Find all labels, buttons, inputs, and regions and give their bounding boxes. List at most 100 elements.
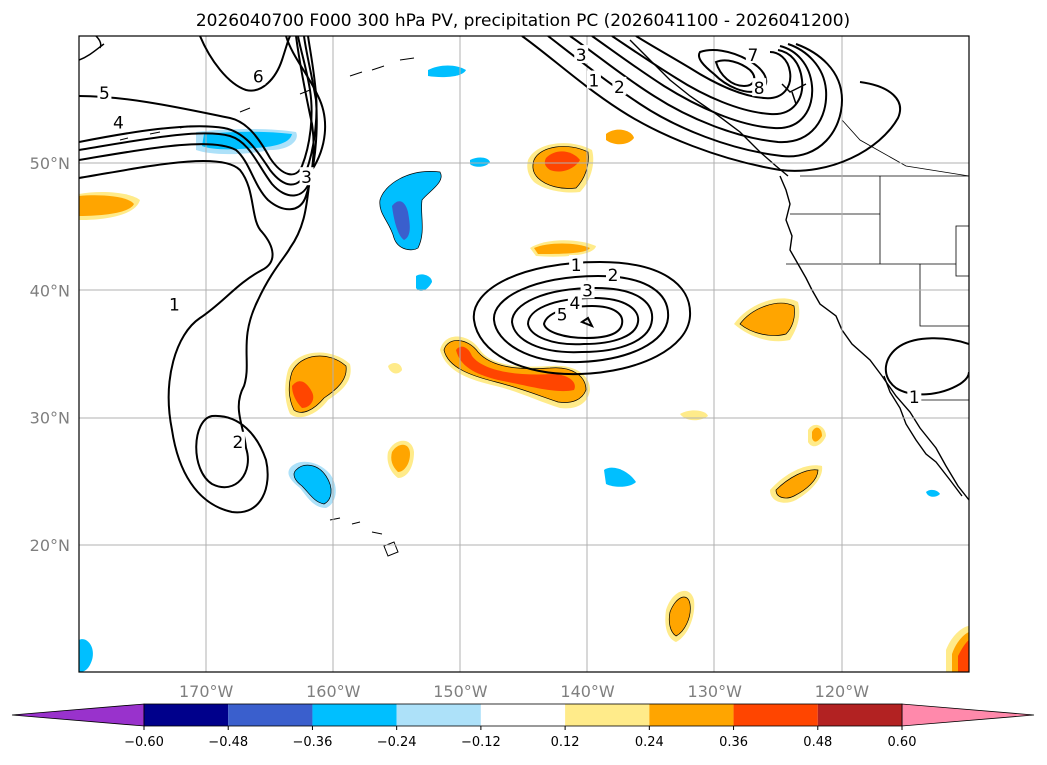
- precip-region-pac-nw-core: [740, 303, 795, 336]
- pv-contour-cutoff-1: [472, 260, 692, 376]
- precip-region-corner-blue: [79, 639, 93, 672]
- chart-title: 2026040700 F000 300 hPa PV, precipitatio…: [196, 11, 850, 31]
- colorbar-tick-label: −0.24: [377, 735, 417, 750]
- precip-region-small-blue-c: [604, 467, 636, 487]
- pv-contour-se-1: [885, 337, 969, 396]
- precip-region-small-blue-b: [416, 274, 432, 291]
- colorbar-tick-label: −0.12: [461, 735, 501, 750]
- pv-contour-label: 2: [233, 433, 244, 453]
- precip-region-trough-blue-core: [392, 201, 410, 240]
- pv-contour-main-6: [199, 36, 291, 92]
- pv-contour-inner-a: [79, 36, 318, 186]
- pv-contour-main-1: [79, 36, 327, 514]
- pv-contour-ne-4: [591, 36, 814, 130]
- lon-label: 140°W: [560, 682, 615, 701]
- colorbar-tick-label: 0.12: [551, 735, 580, 750]
- pv-contour-label: 8: [754, 79, 765, 99]
- pv-contour-label: 3: [301, 168, 312, 188]
- precip-outline-trough: [379, 171, 442, 251]
- colorbar-extend-high: [901, 703, 1035, 727]
- pv-contour-label-bg: [752, 78, 767, 97]
- precip-positive-shading: [79, 129, 969, 672]
- pv-contour-label-bg: [586, 70, 601, 89]
- coast-baja: [883, 375, 963, 497]
- lat-labels: 50°N 40°N 30°N 20°N: [30, 154, 70, 555]
- precip-outline-baja: [775, 469, 819, 499]
- border-states: [786, 176, 969, 327]
- colorbar-bin: [480, 704, 566, 726]
- colorbar-frame: [143, 703, 903, 727]
- lon-label: 130°W: [688, 682, 743, 701]
- pv-contour-label-bg: [612, 76, 627, 95]
- lat-label: 20°N: [30, 536, 70, 555]
- colorbar-extend-low: [11, 703, 145, 727]
- colorbar-bin: [649, 704, 734, 726]
- colorbar-tick-label: 0.60: [888, 735, 917, 750]
- pv-contour-label: 1: [169, 295, 180, 315]
- precip-outlines: [288, 146, 819, 637]
- pv-contour-main-5: [79, 36, 313, 176]
- pv-contour-label: 3: [576, 46, 587, 66]
- pv-contour-label: 4: [569, 294, 580, 314]
- lon-label: 160°W: [306, 682, 361, 701]
- pv-contour-main-3: [79, 36, 315, 211]
- pv-contour-label-bg: [606, 265, 620, 284]
- pv-contour-ne-3: [569, 36, 828, 144]
- pv-contour-label-bg: [907, 387, 922, 406]
- pv-contour-ne-2: [547, 36, 844, 158]
- pv-contour-label: 1: [909, 388, 920, 408]
- colorbar-bin: [396, 704, 481, 726]
- pv-contour-label-bg: [167, 294, 182, 313]
- precip-outline-hawaii-blue: [293, 464, 332, 505]
- pv-contour-label-bg: [111, 112, 126, 131]
- pv-contour-cutoff-2: [492, 274, 670, 364]
- precip-outline-south-a: [668, 596, 691, 637]
- precip-region-se-corner-red: [958, 640, 969, 672]
- precip-region-nw-hawaii-red: [292, 381, 314, 408]
- precip-region-baja-west-core: [776, 469, 818, 498]
- pv-contour-label: 2: [614, 78, 625, 98]
- pv-contours: [79, 36, 969, 514]
- pv-contour-cutoff-4: [526, 296, 640, 346]
- precip-outline-pac-nw: [739, 302, 795, 336]
- pv-contour-upper-left: [79, 36, 105, 61]
- precip-region-small-blue-d: [926, 489, 940, 497]
- precip-region-alaska-gulf-red: [544, 151, 580, 172]
- precip-outline-nw-hawaii: [288, 355, 347, 413]
- precip-region-alaska-gulf-blue: [428, 65, 466, 78]
- precip-region-trough-blue: [379, 171, 442, 250]
- lat-label: 40°N: [30, 281, 70, 300]
- colorbar-bin: [228, 704, 313, 726]
- colorbar-bin: [733, 704, 818, 726]
- precip-region-hawaii-north-core: [391, 444, 410, 472]
- lat-label: 30°N: [30, 409, 70, 428]
- precip-outline-gulf: [532, 146, 589, 189]
- pv-contour-label: 7: [747, 46, 758, 66]
- pv-contour-label: 1: [571, 256, 582, 276]
- pv-contour-label: 4: [113, 113, 124, 133]
- colorbar-bin: [817, 704, 902, 726]
- coast-hawaii: [329, 517, 399, 557]
- pv-contour-label-bg: [230, 431, 245, 450]
- lon-label: 150°W: [433, 682, 488, 701]
- precip-region-small-orange-a: [606, 129, 634, 145]
- pv-contour-label-bg: [569, 254, 584, 273]
- pv-contour-label-bg: [555, 304, 570, 323]
- precip-region-small-yellow-a: [388, 363, 402, 374]
- pv-contour-label-bg: [745, 45, 760, 64]
- precip-outline-subtropical: [443, 340, 587, 403]
- colorbar-tick-label: 0.48: [803, 735, 832, 750]
- pv-contour-label: 5: [557, 306, 568, 326]
- pv-contour-label-bg: [251, 66, 266, 85]
- pv-contour-label: 2: [608, 266, 619, 286]
- precip-region-small-blue-a: [470, 157, 490, 167]
- colorbar-tick-label: −0.60: [124, 735, 164, 750]
- lon-label: 170°W: [179, 682, 234, 701]
- pv-contour-label-bg: [580, 280, 595, 299]
- colorbar-tick-label: −0.48: [208, 735, 248, 750]
- colorbar-bin: [565, 704, 650, 726]
- precip-region-small-orange-b-core: [812, 427, 822, 442]
- lon-label: 120°W: [815, 682, 870, 701]
